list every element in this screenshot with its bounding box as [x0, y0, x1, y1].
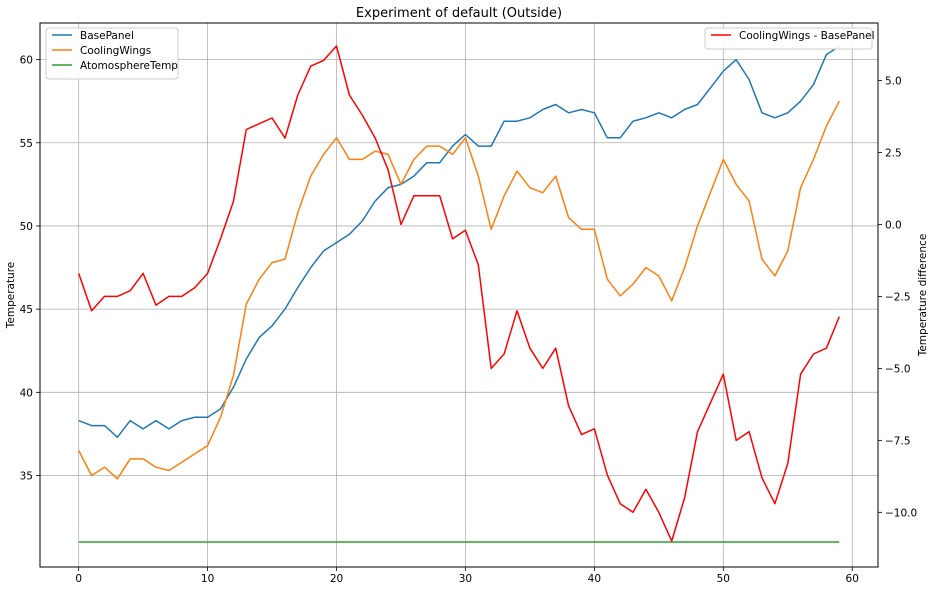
legend-label: CoolingWings: [80, 45, 151, 57]
y-axis-right: −10.0 −7.5 −5.0 −2.5 0.0 2.5 5.0: [878, 76, 917, 519]
y-axis-label: Temperature: [5, 262, 17, 330]
x-tick-label: 30: [459, 573, 472, 585]
y-axis-left: 35 40 45 50 55 60: [20, 55, 40, 483]
series-line-coolingwings-basepanel: [77, 45, 840, 542]
y-tick-label: 60: [20, 55, 33, 67]
y-tick-label: 55: [20, 138, 33, 150]
series-line-coolingwings: [78, 100, 840, 480]
series-lines: [77, 45, 840, 543]
y2-axis-label: Temperature difference: [917, 234, 929, 358]
legend-label: BasePanel: [80, 30, 134, 42]
x-tick-label: 50: [717, 573, 730, 585]
legend-right: CoolingWings - BasePanel: [704, 27, 875, 50]
y2-tick-label: 5.0: [885, 76, 902, 88]
x-tick-label: 0: [75, 573, 82, 585]
y2-tick-label: −7.5: [885, 435, 911, 447]
y2-tick-label: −2.5: [885, 291, 911, 303]
x-axis: 0 10 20 30 40 50 60: [75, 567, 859, 585]
series-line-basepanel: [78, 45, 840, 438]
chart-title: Experiment of default (Outside): [356, 6, 562, 21]
x-tick-label: 20: [330, 573, 343, 585]
y2-tick-label: −5.0: [885, 363, 911, 375]
x-tick-label: 60: [846, 573, 859, 585]
legend-label: CoolingWings - BasePanel: [739, 30, 875, 42]
y-tick-label: 40: [20, 387, 33, 399]
legend-frame: [704, 27, 873, 50]
y-tick-label: 45: [20, 304, 33, 316]
x-tick-label: 40: [588, 573, 601, 585]
legend-frame: [45, 27, 179, 80]
legend-left: BasePanel CoolingWings AtomosphereTemp: [45, 27, 179, 80]
y-tick-label: 35: [20, 471, 33, 483]
x-tick-label: 10: [201, 573, 214, 585]
y2-tick-label: 2.5: [885, 148, 902, 160]
y2-tick-label: −10.0: [885, 507, 917, 519]
y-tick-label: 50: [20, 221, 33, 233]
y2-tick-label: 0.0: [885, 219, 902, 231]
legend-label: AtomosphereTemp: [80, 60, 178, 72]
plot-frame: [39, 22, 879, 568]
grid-lines: [40, 23, 878, 567]
